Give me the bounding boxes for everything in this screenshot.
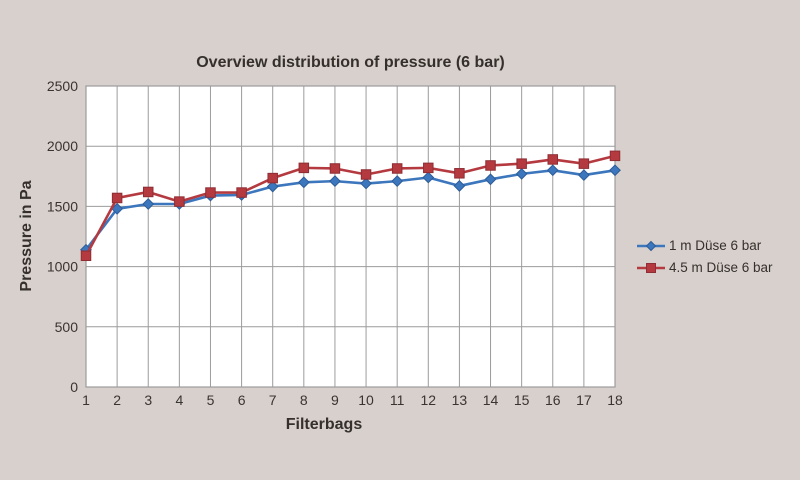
y-tick-label: 2000 <box>47 138 78 154</box>
y-tick-label: 500 <box>55 319 79 335</box>
square-marker-icon <box>329 163 341 174</box>
x-tick-label: 16 <box>545 392 561 408</box>
y-tick-label: 2500 <box>47 78 78 94</box>
diamond-marker-icon <box>391 175 404 188</box>
legend-item-4-5m-duese: 4.5 m Düse 6 bar <box>636 260 773 275</box>
legend-marker-square-icon <box>637 262 665 273</box>
legend-item-1m-duese: 1 m Düse 6 bar <box>636 238 773 253</box>
x-tick-label: 2 <box>113 392 121 408</box>
diamond-marker-icon <box>515 167 528 180</box>
diamond-marker-icon <box>329 175 341 188</box>
y-tick-label: 1000 <box>47 259 78 275</box>
diamond-marker-icon <box>266 180 279 193</box>
square-marker-icon <box>80 250 92 262</box>
y-tick-label: 1500 <box>47 198 78 214</box>
x-tick-label: 17 <box>576 392 592 408</box>
x-tick-label: 9 <box>331 392 339 408</box>
x-axis-title: Filterbags <box>285 416 363 433</box>
diamond-marker-icon <box>577 169 590 182</box>
x-tick-label: 5 <box>207 392 215 408</box>
x-tick-label: 12 <box>421 392 437 408</box>
square-marker-icon <box>578 158 590 169</box>
y-tick-label: 0 <box>70 379 78 395</box>
square-marker-icon <box>142 186 154 198</box>
x-tick-label: 15 <box>514 392 530 408</box>
square-marker-icon <box>485 160 496 171</box>
legend-diamond-icon <box>645 240 657 251</box>
diamond-marker-icon <box>609 164 621 177</box>
x-tick-label: 3 <box>144 392 152 408</box>
chart-title: Overview distribution of pressure (6 bar… <box>196 54 505 71</box>
x-tick-label: 7 <box>269 392 277 408</box>
square-marker-icon <box>423 162 434 174</box>
square-marker-icon <box>454 168 465 179</box>
x-tick-label: 10 <box>358 392 374 408</box>
square-marker-icon <box>236 187 247 198</box>
x-tick-label: 4 <box>175 392 183 408</box>
x-tick-label: 14 <box>483 392 499 408</box>
diamond-marker-icon <box>297 176 310 189</box>
legend-label: 4.5 m Düse 6 bar <box>669 260 773 275</box>
square-marker-icon <box>174 196 185 207</box>
diamond-marker-icon <box>142 198 155 210</box>
x-tick-label: 18 <box>607 392 623 408</box>
x-tick-label: 1 <box>82 392 90 408</box>
legend-label: 1 m Düse 6 bar <box>669 238 762 253</box>
diamond-marker-icon <box>484 173 497 186</box>
legend: 1 m Düse 6 bar 4.5 m Düse 6 bar <box>636 238 773 275</box>
diamond-marker-icon <box>453 180 466 192</box>
legend-marker-diamond-icon <box>637 240 665 251</box>
square-marker-icon <box>205 187 216 198</box>
square-marker-icon <box>391 163 403 174</box>
square-marker-icon <box>547 154 559 165</box>
y-axis-title: Pressure in Pa <box>18 180 35 292</box>
plot-border <box>85 85 616 388</box>
square-marker-icon <box>298 162 310 174</box>
x-tick-label: 13 <box>452 392 468 408</box>
diamond-marker-icon <box>360 177 372 190</box>
diamond-marker-icon <box>422 171 435 184</box>
square-marker-icon <box>267 172 278 184</box>
x-tick-label: 8 <box>300 392 308 408</box>
square-marker-icon <box>516 158 527 169</box>
x-tick-label: 11 <box>390 392 405 408</box>
diamond-marker-icon <box>546 164 559 177</box>
plot-background <box>86 86 615 387</box>
square-marker-icon <box>609 150 621 162</box>
x-tick-label: 6 <box>238 392 246 408</box>
square-marker-icon <box>360 169 372 180</box>
square-marker-icon <box>111 192 123 204</box>
legend-square-icon <box>646 262 656 273</box>
